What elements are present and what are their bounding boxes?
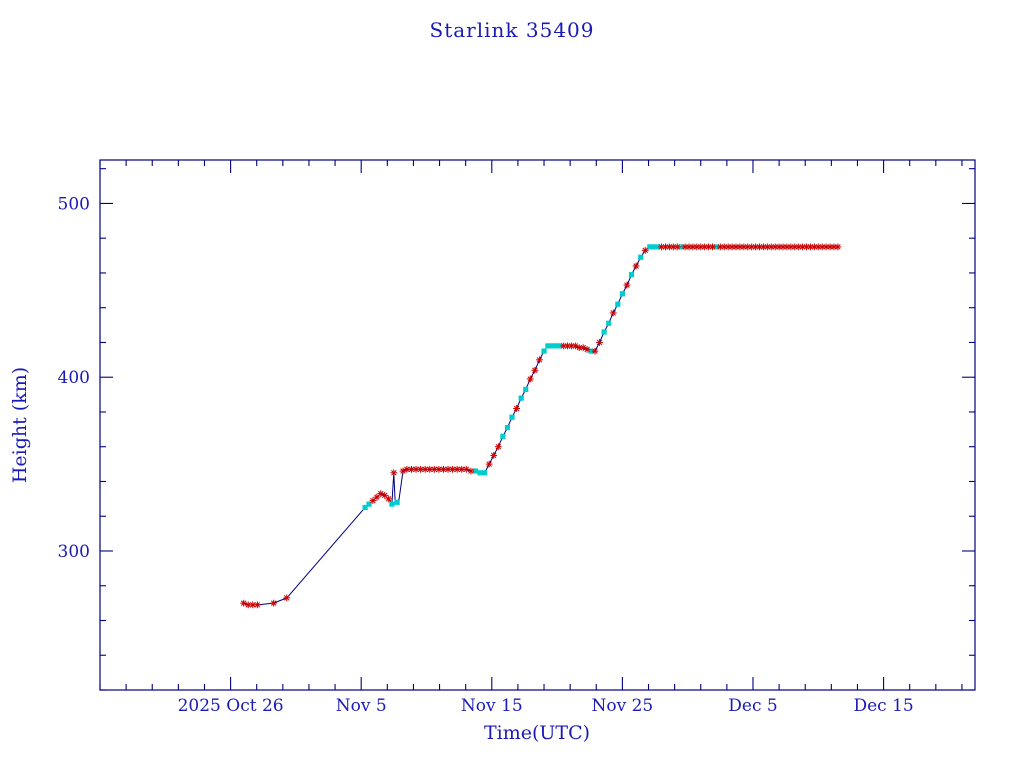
x-axis-label: Time(UTC) — [483, 722, 591, 744]
x-tick-label: Nov 5 — [336, 696, 387, 716]
plot-frame — [99, 159, 976, 691]
x-tick-label: Dec 15 — [853, 696, 913, 716]
chart-title: Starlink 35409 — [429, 18, 595, 42]
height-line — [243, 246, 838, 606]
cyan-markers — [362, 244, 719, 511]
axis-ticks — [99, 160, 975, 691]
x-tick-label: Nov 15 — [461, 696, 523, 716]
red-asterisk-markers — [240, 243, 842, 609]
y-tick-label: 500 — [58, 194, 90, 214]
tick-labels: 2025 Oct 26 Nov 5 Nov 15 Nov 25 Dec 5 Dec 15 3… — [58, 194, 914, 716]
x-tick-label: Nov 25 — [592, 696, 654, 716]
x-tick-label: 2025 Oct 26 — [178, 696, 284, 716]
y-axis-label: Height (km) — [9, 366, 31, 484]
x-tick-label: Dec 5 — [728, 696, 777, 716]
y-tick-label: 300 — [58, 542, 90, 562]
y-tick-label: 400 — [58, 368, 90, 388]
